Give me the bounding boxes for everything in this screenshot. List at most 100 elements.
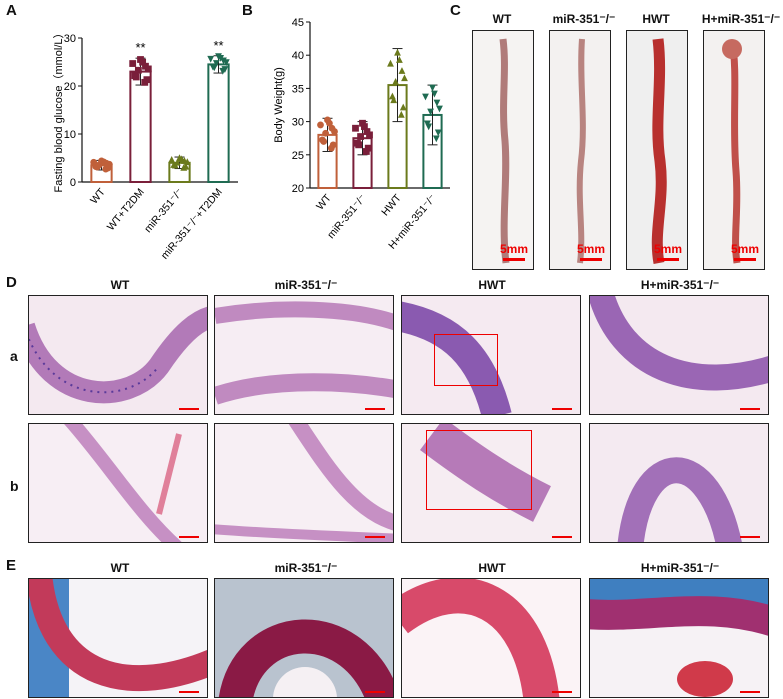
c-photo-hmir: 5mm <box>703 30 765 270</box>
chart-a-ytick-label-1: 10 <box>64 129 76 141</box>
d-row-label-b: b <box>10 478 19 494</box>
chart-b-point-2-1 <box>390 96 398 104</box>
c-scalebar-hmir <box>734 258 756 261</box>
c-scale-label-mir: 5mm <box>577 242 606 256</box>
chart-b-point-3-8 <box>427 108 434 116</box>
e-wt <box>28 578 208 698</box>
chart-a-point-1-7 <box>143 76 151 84</box>
chart-b-point-0-7 <box>329 141 337 149</box>
c-scalebar-wt <box>503 258 525 261</box>
c-photo-mir: 5mm <box>549 30 611 270</box>
c-scalebar-mir <box>580 258 602 261</box>
chart-b-point-2-4 <box>401 74 408 82</box>
chart-b-point-1-6 <box>361 123 368 130</box>
c-scale-label-wt: 5mm <box>500 242 529 256</box>
chart-a-point-3-0 <box>207 55 215 63</box>
d-title-hmir: H+miR-351⁻/⁻ <box>640 278 720 292</box>
d-b-hwt-roi-box <box>426 430 532 510</box>
chart-b-point-1-9 <box>363 128 371 135</box>
chart-a-point-3-7 <box>221 66 229 73</box>
chart-b-point-2-0 <box>387 59 394 67</box>
d-b-hmir <box>589 423 769 543</box>
chart-b-point-0-0 <box>317 121 324 129</box>
chart-b-point-3-9 <box>433 99 441 107</box>
chart-b-point-1-8 <box>357 133 364 140</box>
chart-a-point-3-8 <box>212 60 220 67</box>
d-a-hmir <box>589 295 769 415</box>
c-title-wt: WT <box>492 12 512 26</box>
d-a-hwt-scalebar <box>552 408 572 410</box>
c-photo-hwt: 5mm <box>626 30 688 270</box>
chart-b-point-0-8 <box>322 129 329 137</box>
c-title-hmir: H+miR-351⁻/⁻ <box>701 12 781 26</box>
chart-b-ytick-label-4: 40 <box>292 50 304 62</box>
d-a-hwt-roi-box <box>434 334 498 386</box>
chart-b-ytick-label-3: 35 <box>292 83 304 95</box>
chart-a-point-2-7 <box>182 162 190 170</box>
chart-a-point-1-0 <box>129 60 137 67</box>
panel-letter-e: E <box>6 557 17 574</box>
chart-b-category-label-2: HWT <box>379 192 404 218</box>
chart-b-point-0-5 <box>319 136 326 144</box>
d-title-wt: WT <box>110 278 130 292</box>
chart-a-point-3-5 <box>209 63 217 71</box>
e-title-wt: WT <box>110 561 130 575</box>
e-hwt <box>401 578 581 698</box>
c-scalebar-hwt <box>657 258 679 261</box>
panel-letter-d: D <box>6 274 17 291</box>
chart-b-point-3-7 <box>434 129 442 137</box>
c-title-mir: miR-351⁻/⁻ <box>552 12 616 26</box>
d-a-wt-scalebar <box>179 408 199 410</box>
chart-b-point-2-8 <box>392 78 399 85</box>
chart-a-point-2-0 <box>168 155 176 163</box>
c-title-hwt: HWT <box>642 12 670 26</box>
d-b-hmir-scalebar <box>740 536 760 538</box>
chart-a-category-label-0: WT <box>88 186 108 207</box>
panel-letter-c: C <box>450 2 461 19</box>
d-b-wt <box>28 423 208 543</box>
chart-a-point-2-9 <box>181 157 188 164</box>
chart-b-point-1-5 <box>354 139 361 147</box>
chart-b-point-2-2 <box>394 48 401 56</box>
d-b-mir <box>214 423 394 543</box>
chart-a-category-label-2: miR-351⁻/⁻ <box>142 186 186 235</box>
chart-a-point-1-6 <box>139 58 147 66</box>
chart-a-significance-3: ** <box>213 38 223 53</box>
chart-a-point-1-5 <box>131 72 139 80</box>
chart-b-point-2-3 <box>397 110 405 118</box>
chart-a-point-2-5 <box>170 161 178 168</box>
chart-b-point-2-5 <box>389 92 396 100</box>
e-hmir-scalebar <box>740 691 760 693</box>
chart-a-bar-3 <box>207 63 230 183</box>
chart-a-bar-1 <box>129 70 152 183</box>
e-hmir <box>589 578 769 698</box>
chart-b-ytick-label-5: 45 <box>292 17 304 29</box>
chart-a-point-1-9 <box>142 62 149 70</box>
chart-b-point-3-3 <box>432 135 440 143</box>
d-a-mir <box>214 295 394 415</box>
chart-b-point-2-9 <box>398 67 406 74</box>
e-mir-scalebar <box>365 691 385 693</box>
chart-a-ylabel: Fasting blood glucose（mmol/L） <box>52 27 65 192</box>
chart-b-point-3-6 <box>431 90 438 98</box>
chart-a-point-3-9 <box>220 57 227 65</box>
d-a-wt <box>28 295 208 415</box>
chart-b-point-0-9 <box>328 124 336 132</box>
chart-a-significance-1: ** <box>135 40 145 55</box>
chart-a-point-0-8 <box>95 161 103 169</box>
d-row-label-a: a <box>10 348 18 364</box>
chart-a-point-2-8 <box>173 158 181 166</box>
c-scale-label-hmir: 5mm <box>731 242 760 256</box>
chart-b-point-2-6 <box>396 56 403 63</box>
chart-b-point-3-5 <box>424 120 431 128</box>
d-title-mir: miR-351⁻/⁻ <box>274 278 338 292</box>
chart-b-ytick-label-0: 20 <box>292 183 304 195</box>
e-mir <box>214 578 394 698</box>
chart-b-point-3-0 <box>422 93 429 101</box>
d-a-mir-scalebar <box>365 408 385 410</box>
e-hwt-scalebar <box>552 691 572 693</box>
chart-b-point-1-0 <box>352 124 359 132</box>
chart-a-ytick-label-2: 20 <box>64 81 76 93</box>
